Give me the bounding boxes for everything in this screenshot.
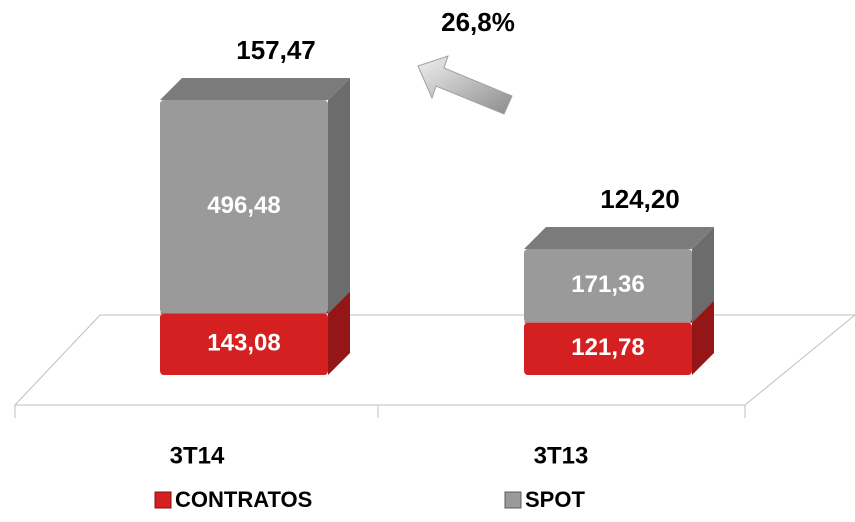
bar-top (524, 226, 714, 249)
bar (160, 313, 328, 375)
bar-side (692, 226, 714, 323)
total-label: 157,47 (236, 35, 316, 65)
legend-swatch (504, 491, 522, 509)
bar (160, 100, 328, 314)
x-tick-label: 3T14 (170, 442, 225, 469)
annotation: 26,8% (441, 7, 515, 37)
growth-arrow (417, 55, 513, 115)
bar-side (692, 300, 714, 375)
bar-side (328, 78, 350, 314)
legend-label: SPOT (525, 487, 585, 512)
x-tick-label: 3T13 (534, 442, 589, 469)
data-label: 143,08 (207, 330, 280, 357)
bar (524, 322, 692, 375)
legend-swatch (154, 491, 172, 509)
total-label: 124,20 (600, 184, 680, 214)
data-label: 171,36 (571, 271, 644, 298)
bar (524, 248, 692, 323)
bar-side (328, 291, 350, 375)
floor (13, 314, 855, 406)
data-label: 121,78 (571, 334, 644, 361)
bar-top (160, 78, 350, 100)
legend-label: CONTRATOS (175, 487, 312, 512)
data-label: 496,48 (207, 192, 280, 219)
